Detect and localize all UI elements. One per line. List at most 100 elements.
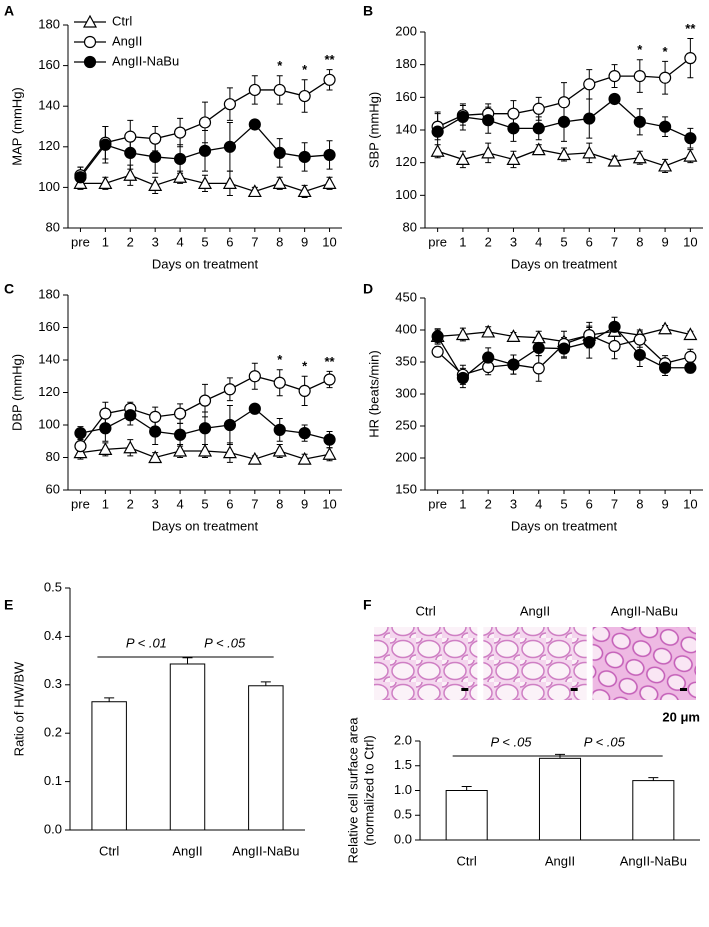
x-tick-label: 9: [301, 496, 308, 511]
panel-label: D: [363, 281, 373, 297]
y-tick-label: 1.0: [394, 782, 412, 797]
y-tick-label: 180: [395, 56, 417, 71]
panel-label: E: [4, 597, 13, 613]
x-tick-label: 6: [586, 496, 593, 511]
x-tick-label: 2: [127, 234, 134, 249]
data-point: [297, 451, 312, 465]
data-point: [222, 445, 237, 459]
data-point: [658, 321, 673, 335]
data-point: [633, 115, 646, 128]
data-point: [455, 327, 470, 341]
data-point: [273, 423, 286, 436]
data-point: [197, 176, 213, 189]
x-tick-label: 3: [510, 496, 517, 511]
data-point: [430, 143, 445, 157]
x-tick-label: 9: [661, 234, 668, 249]
significance-mark: **: [324, 52, 335, 67]
data-point: [507, 122, 520, 135]
comparison-label: P < .05: [584, 734, 626, 749]
y-axis-label: Ratio of HW/BW: [11, 661, 26, 756]
data-point: [608, 69, 621, 83]
x-tick-label: 6: [586, 234, 593, 249]
y-tick-label: 140: [38, 98, 60, 113]
error-bar: [461, 786, 472, 791]
y-tick-label: 0.5: [44, 579, 62, 594]
y-axis-label: HR (beats/min): [366, 350, 381, 437]
x-tick-label: 10: [683, 496, 697, 511]
x-tick-label: 1: [102, 234, 109, 249]
legend-marker: [82, 14, 98, 28]
data-point: [532, 102, 545, 115]
data-point: [456, 110, 470, 124]
x-tick-label: 6: [226, 496, 233, 511]
data-point: [455, 152, 470, 165]
data-point: [198, 116, 212, 129]
data-point: [608, 339, 621, 353]
data-point: [482, 351, 495, 364]
data-point: [684, 361, 697, 374]
x-tick-label: Ctrl: [457, 853, 477, 868]
significance-mark: *: [302, 359, 308, 374]
y-tick-label: 100: [395, 187, 417, 202]
bar: [632, 780, 675, 841]
x-axis-label: Days on treatment: [152, 518, 259, 533]
data-point: [298, 384, 311, 397]
data-point: [74, 427, 87, 440]
data-point: [149, 150, 162, 164]
x-tick-label: 7: [251, 234, 258, 249]
data-point: [633, 348, 646, 362]
data-point: [583, 78, 596, 91]
data-point: [658, 158, 673, 172]
x-axis-label: Days on treatment: [511, 518, 618, 533]
significance-mark: *: [663, 44, 669, 59]
x-axis-label: Days on treatment: [152, 256, 259, 271]
x-tick-label: pre: [428, 496, 447, 511]
data-point: [507, 358, 520, 371]
x-tick-label: 2: [485, 496, 492, 511]
data-point: [74, 440, 87, 453]
y-tick-label: 120: [38, 384, 60, 399]
image-label: AngII: [520, 603, 550, 618]
data-point: [298, 89, 311, 103]
data-point: [481, 324, 496, 338]
x-tick-label: 9: [301, 234, 308, 249]
data-point: [173, 428, 187, 441]
data-point: [431, 330, 444, 343]
data-point: [198, 394, 212, 407]
data-point: [124, 409, 137, 422]
x-tick-label: 4: [176, 234, 183, 249]
data-point: [658, 361, 672, 374]
x-tick-label: AngII: [545, 853, 575, 868]
comparison-label: P < .05: [490, 734, 532, 749]
data-point: [223, 383, 237, 396]
y-tick-label: 350: [395, 353, 417, 368]
data-point: [222, 176, 237, 189]
y-axis-label: DBP (mmHg): [9, 354, 24, 431]
x-tick-label: pre: [428, 234, 447, 249]
histology-image: [374, 627, 478, 700]
comparison-label: P < .05: [204, 635, 246, 650]
data-point: [298, 427, 311, 440]
x-tick-label: AngII-NaBu: [620, 853, 687, 868]
x-tick-label: 7: [251, 496, 258, 511]
data-point: [658, 120, 672, 133]
data-point: [223, 418, 237, 432]
data-point: [557, 96, 571, 109]
y-tick-label: 160: [38, 57, 60, 72]
scale-bar-label: 20 μm: [662, 709, 700, 724]
x-tick-label: Ctrl: [99, 843, 119, 858]
y-tick-label: 300: [395, 385, 417, 400]
y-tick-label: 100: [38, 416, 60, 431]
data-point: [223, 140, 237, 153]
data-point: [149, 410, 162, 423]
panel-label: F: [363, 597, 372, 613]
x-tick-label: 2: [485, 234, 492, 249]
data-point: [99, 138, 112, 151]
y-axis-label: MAP (mmHg): [9, 87, 24, 165]
error-bar: [260, 681, 271, 686]
data-point: [248, 83, 261, 97]
y-tick-label: 0.4: [44, 628, 62, 643]
x-tick-label: 5: [201, 234, 208, 249]
legend-label: Ctrl: [112, 13, 132, 28]
x-tick-label: 8: [636, 234, 643, 249]
